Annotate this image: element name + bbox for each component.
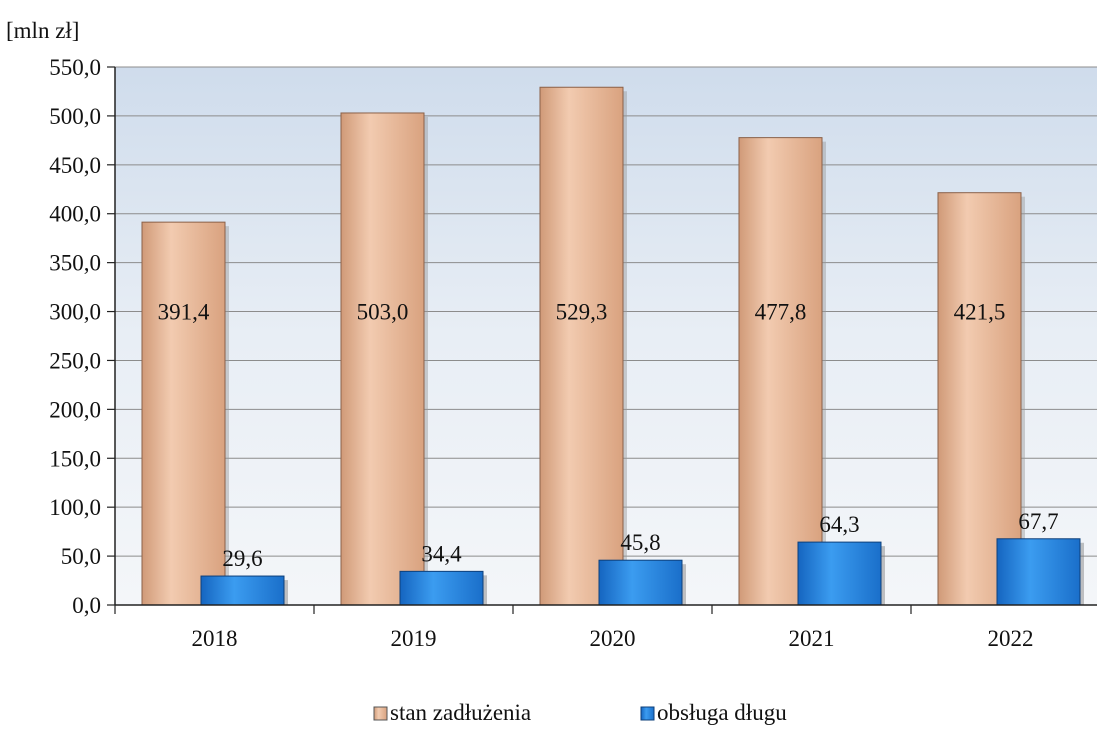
bar-stan-zadluzenia (141, 221, 226, 606)
data-label-stan-zadluzenia: 503,0 (357, 300, 409, 325)
data-label-obsluga-dlugu: 64,3 (819, 512, 859, 537)
x-tick-label: 2018 (192, 626, 238, 651)
data-label-obsluga-dlugu: 29,6 (222, 546, 262, 571)
y-tick-label: 350,0 (49, 251, 101, 276)
bar-stan-zadluzenia (738, 137, 823, 606)
data-label-obsluga-dlugu: 34,4 (421, 541, 462, 566)
bar-stan-zadluzenia (937, 192, 1022, 606)
unit-label: [mln zł] (6, 18, 79, 43)
x-tick-label: 2021 (789, 626, 835, 651)
y-tick-label: 100,0 (49, 495, 101, 520)
y-tick-label: 50,0 (61, 544, 101, 569)
bar-stan-zadluzenia (340, 112, 425, 606)
x-tick-label: 2022 (988, 626, 1034, 651)
data-label-stan-zadluzenia: 477,8 (755, 300, 807, 325)
y-tick-label: 250,0 (49, 348, 101, 373)
bar-obsluga-dlugu (797, 541, 882, 606)
data-label-obsluga-dlugu: 67,7 (1018, 509, 1058, 534)
data-label-obsluga-dlugu: 45,8 (620, 530, 660, 555)
y-tick-label: 200,0 (49, 397, 101, 422)
x-tick-label: 2020 (590, 626, 636, 651)
legend-swatch-obsluga-dlugu (640, 706, 655, 721)
bar-obsluga-dlugu (996, 538, 1081, 606)
y-tick-label: 0,0 (72, 593, 101, 618)
bar-stan-zadluzenia (539, 86, 624, 606)
legend-label-stan-zadluzenia: stan zadłużenia (390, 700, 531, 725)
x-tick-label: 2019 (391, 626, 437, 651)
y-tick-label: 450,0 (49, 153, 101, 178)
y-tick-label: 300,0 (49, 300, 101, 325)
data-label-stan-zadluzenia: 421,5 (954, 300, 1006, 325)
data-label-stan-zadluzenia: 529,3 (556, 300, 608, 325)
y-tick-label: 150,0 (49, 446, 101, 471)
y-tick-label: 500,0 (49, 104, 101, 129)
legend-swatch-stan-zadluzenia (373, 706, 388, 721)
bar-obsluga-dlugu (399, 570, 484, 606)
y-tick-label: 400,0 (49, 202, 101, 227)
legend-label-obsluga-dlugu: obsługa długu (657, 700, 787, 725)
bar-obsluga-dlugu (200, 575, 285, 606)
y-tick-label: 550,0 (49, 55, 101, 80)
data-label-stan-zadluzenia: 391,4 (158, 300, 210, 325)
bar-obsluga-dlugu (598, 559, 683, 606)
